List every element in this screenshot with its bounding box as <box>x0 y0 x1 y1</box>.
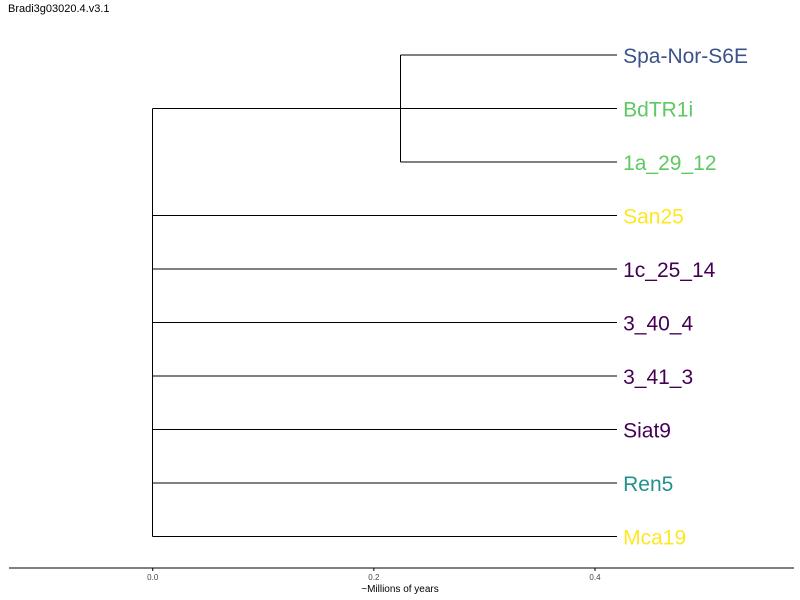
x-axis-title: ~Millions of years <box>361 584 439 595</box>
x-tick-label: 0.2 <box>368 573 380 582</box>
chart-title: Bradi3g03020.4.v3.1 <box>8 3 110 15</box>
tip-label: San25 <box>623 206 684 229</box>
x-axis: 0.0 0.2 0.4 <box>9 567 794 582</box>
x-tick-label: 0.0 <box>147 573 159 582</box>
tip-label: 1a_29_12 <box>623 152 716 175</box>
tip-label: Siat9 <box>623 420 671 443</box>
x-tick-label: 0.4 <box>589 573 601 582</box>
tree-branches <box>152 54 618 537</box>
tip-label: 1c_25_14 <box>623 259 716 282</box>
tip-label: Spa-Nor-S6E <box>623 45 748 68</box>
tip-label: BdTR1i <box>623 99 693 122</box>
tip-label: 3_41_3 <box>623 366 693 389</box>
tip-label: 3_40_4 <box>623 313 693 336</box>
tip-label: Mca19 <box>623 527 686 550</box>
tip-labels: Spa-Nor-S6E BdTR1i 1a_29_12 San25 1c_25_14 3_… <box>623 45 748 550</box>
tip-label: Ren5 <box>623 473 673 496</box>
